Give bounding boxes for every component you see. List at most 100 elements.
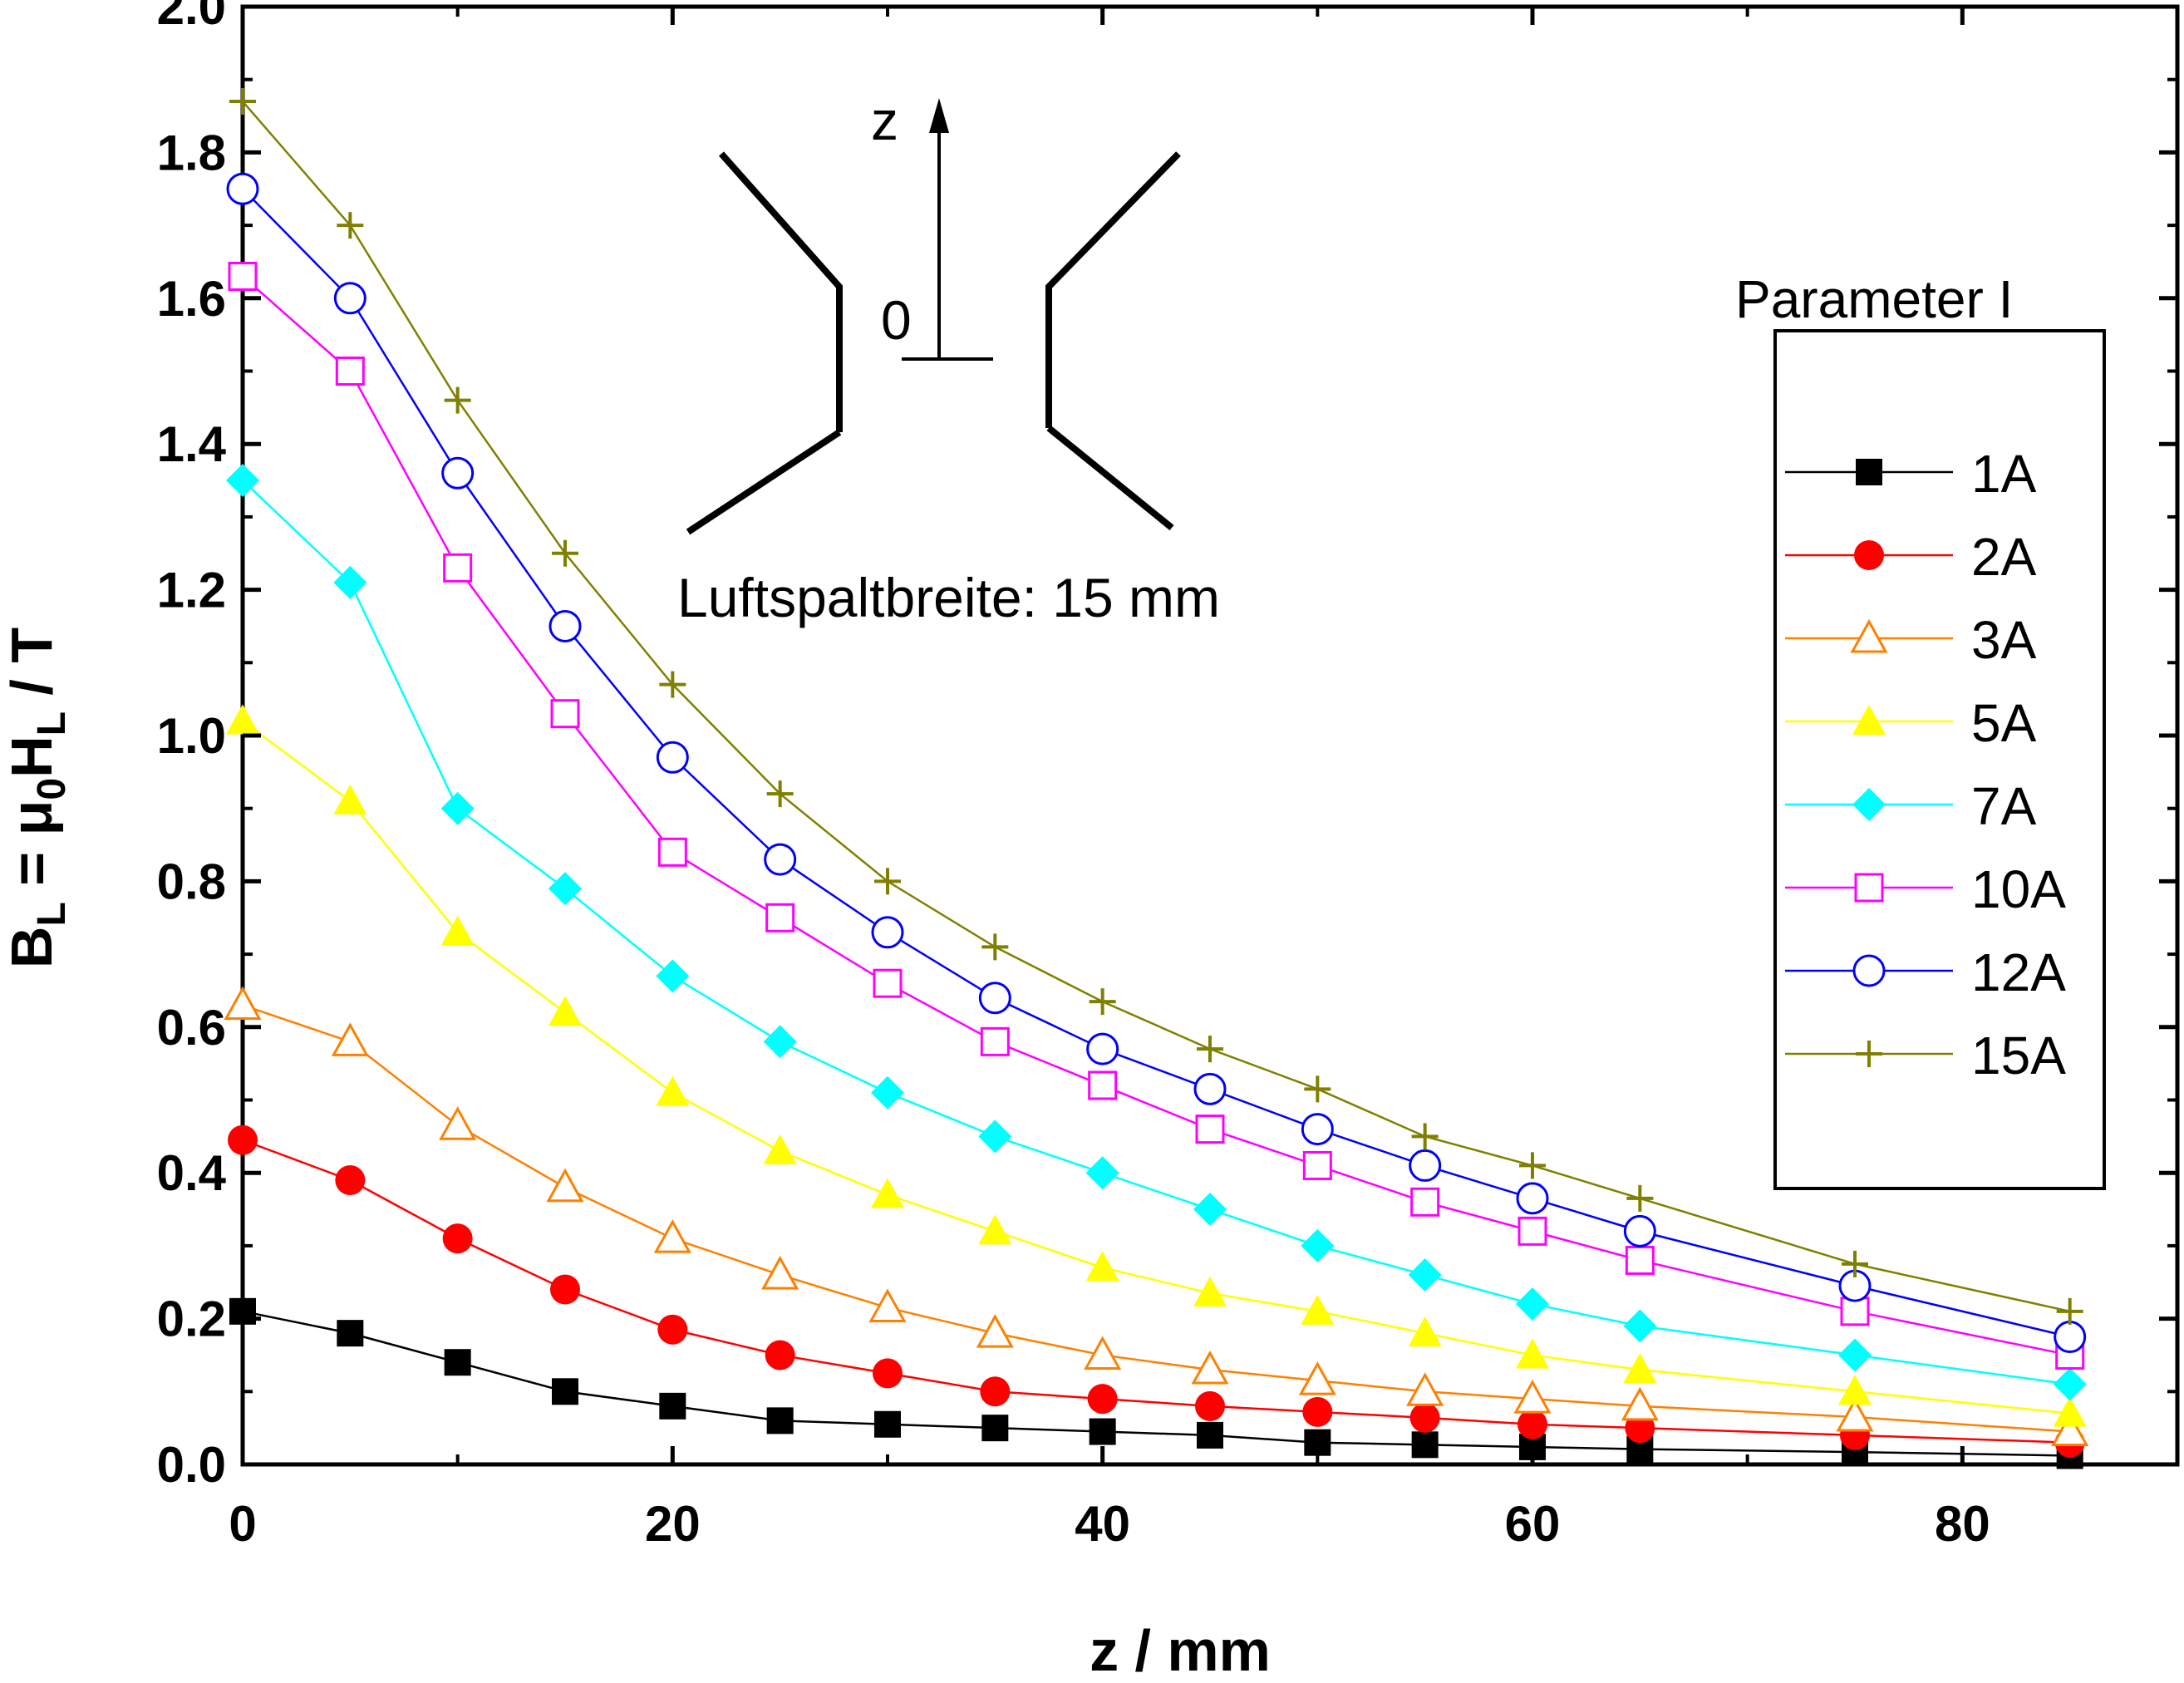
data-point-7A [1623, 1309, 1657, 1343]
y-tick-label: 1.4 [157, 416, 227, 472]
y-tick-label: 2.0 [157, 0, 226, 35]
data-point-7A [1193, 1193, 1227, 1227]
series-15A [229, 88, 2083, 1325]
data-point-3A [1298, 1361, 1336, 1395]
x-tick-label: 0 [229, 1496, 256, 1552]
x-axis-ticks: 0 20 40 60 80 [229, 7, 1990, 1552]
data-point-15A [1519, 1152, 1546, 1179]
legend-item-12A: 12A [1785, 942, 2066, 1002]
data-point-3A [976, 1314, 1014, 1348]
data-point-2A [1409, 1402, 1440, 1433]
data-point-2A [1517, 1409, 1547, 1439]
data-point-3A [1191, 1350, 1229, 1385]
data-point-7A [763, 1025, 797, 1059]
data-point-5A [440, 915, 475, 946]
y-axis-ticks: 0.0 0.2 0.4 0.6 0.8 1.0 1.2 1.4 1.6 1.8 2.0 [157, 0, 2177, 1493]
legend-item-2A: 2A [1785, 527, 2037, 587]
data-point-12A [978, 982, 1011, 1015]
data-point-15A [1411, 1123, 1439, 1150]
series-group [224, 88, 2089, 1469]
data-point-2A [765, 1340, 795, 1371]
data-point-1A [874, 1410, 901, 1438]
data-point-5A [978, 1214, 1012, 1245]
legend-marker-10A [1854, 873, 1884, 903]
data-point-10A [335, 357, 365, 386]
y-tick-label: 1.8 [157, 125, 226, 180]
series-3A [224, 986, 2089, 1447]
data-point-12A [1193, 1072, 1227, 1105]
data-point-2A [873, 1358, 903, 1389]
series-line-15A [242, 101, 2070, 1313]
data-point-1A [444, 1349, 471, 1376]
air-gap-annotation: Luftspaltbreite: 15 mm [677, 567, 1220, 628]
legend-marker-7A [1852, 788, 1886, 821]
data-point-2A [1302, 1396, 1333, 1427]
series-10A [228, 261, 2085, 1370]
legend-item-5A: 5A [1785, 693, 2037, 753]
legend-label: 12A [1971, 942, 2066, 1002]
x-tick-label: 40 [1075, 1496, 1130, 1552]
data-point-5A [2053, 1396, 2087, 1427]
data-point-1A [1304, 1429, 1331, 1456]
series-7A [226, 464, 2087, 1401]
legend: Parameter I 1A 2A 3A 5A 7A 10A 12A 15A [1735, 269, 2106, 1190]
legend-marker-3A [1850, 618, 1888, 653]
sketch-z-arrowhead [929, 98, 949, 133]
legend-marker-12A [1852, 954, 1886, 987]
y-tick-label: 1.6 [157, 271, 226, 327]
data-point-15A [229, 88, 256, 116]
data-point-1A [981, 1415, 1009, 1442]
data-point-5A [333, 784, 367, 814]
data-point-12A [1409, 1149, 1442, 1182]
data-point-3A [653, 1219, 691, 1253]
legend-label: 15A [1971, 1026, 2066, 1085]
data-point-3A [868, 1288, 907, 1322]
data-point-10A [1088, 1070, 1118, 1100]
data-point-1A [659, 1392, 686, 1420]
series-line-1A [242, 1310, 2070, 1457]
left-pole-piece-lower [686, 429, 842, 535]
series-line-5A [242, 720, 2070, 1415]
data-point-10A [1625, 1245, 1655, 1275]
data-point-12A [441, 456, 475, 490]
y-label-tail: / T [0, 627, 64, 711]
sketch-origin-label: 0 [881, 289, 912, 351]
legend-item-7A: 7A [1785, 776, 2037, 836]
data-point-7A [440, 791, 475, 825]
x-axis-label: z / mm [1090, 1618, 1271, 1683]
right-pole-piece-upper [1045, 151, 1181, 428]
series-1A [229, 1297, 2083, 1469]
data-point-12A [2054, 1321, 2087, 1354]
legend-label: 10A [1971, 859, 2066, 919]
data-point-5A [1193, 1276, 1227, 1307]
data-point-7A [226, 464, 259, 498]
series-line-10A [242, 275, 2070, 1356]
data-point-5A [1408, 1316, 1442, 1347]
y-tick-label: 0.0 [157, 1437, 226, 1493]
data-point-1A [1197, 1421, 1223, 1449]
data-point-15A [1089, 988, 1116, 1016]
data-point-1A [552, 1378, 578, 1405]
data-point-7A [871, 1075, 904, 1110]
data-point-15A [1304, 1075, 1331, 1103]
series-12A [226, 172, 2087, 1354]
data-point-3A [1513, 1379, 1552, 1414]
data-point-5A [1623, 1352, 1657, 1383]
right-pole-piece-lower [1046, 425, 1174, 531]
data-point-5A [226, 704, 259, 735]
data-point-15A [1842, 1250, 1868, 1277]
data-point-10A [765, 903, 795, 933]
data-point-5A [1085, 1251, 1119, 1282]
data-point-10A [1195, 1115, 1225, 1144]
data-point-7A [548, 872, 582, 906]
data-point-7A [1085, 1156, 1119, 1190]
legend-label: 7A [1971, 776, 2037, 836]
data-point-15A [1197, 1036, 1223, 1063]
data-point-5A [763, 1134, 797, 1164]
data-point-10A [550, 699, 580, 729]
data-point-15A [444, 386, 471, 414]
data-point-12A [764, 843, 797, 876]
y-tick-label: 0.4 [157, 1145, 227, 1201]
data-point-3A [2051, 1412, 2089, 1447]
data-point-15A [1626, 1184, 1654, 1212]
